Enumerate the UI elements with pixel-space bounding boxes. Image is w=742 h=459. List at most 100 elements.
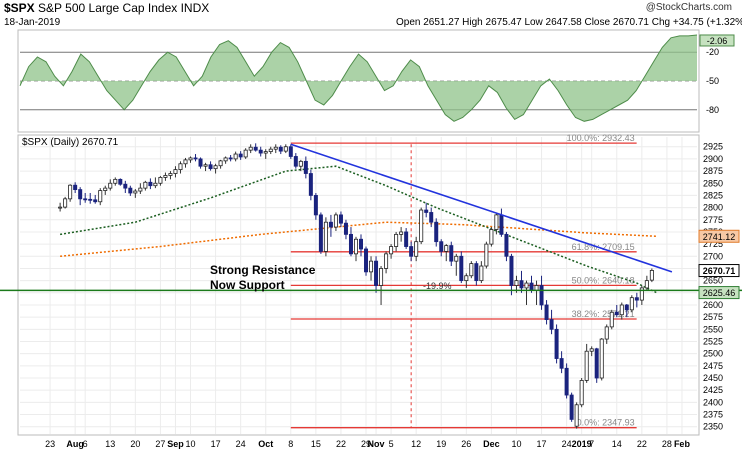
candle-body bbox=[318, 214, 323, 252]
candle-body bbox=[168, 173, 173, 176]
y-tick-label: 2725 bbox=[703, 239, 723, 249]
candle-body bbox=[589, 348, 594, 352]
candle-body bbox=[569, 394, 574, 420]
candle-body bbox=[609, 311, 614, 328]
x-tick-label: 12 bbox=[411, 439, 421, 449]
y-tick-label: 2925 bbox=[703, 142, 723, 152]
candle-body bbox=[173, 169, 178, 174]
candle-body bbox=[113, 178, 118, 184]
candle-body bbox=[384, 253, 389, 269]
fib-label: 100.0%: 2932.43 bbox=[567, 134, 635, 143]
x-tick-label: 26 bbox=[461, 439, 471, 449]
x-tick-label: 13 bbox=[105, 439, 115, 449]
y-tick-label: 2525 bbox=[703, 336, 723, 346]
ohlc-values: Open 2651.27 High 2675.47 Low 2647.58 Cl… bbox=[396, 17, 742, 28]
candle-body bbox=[444, 245, 449, 252]
candle-body bbox=[599, 338, 604, 379]
oscillator-panel: -20 -50 -80 -2.06 bbox=[17, 29, 735, 133]
x-tick-label: Aug bbox=[66, 439, 84, 449]
candle-body bbox=[268, 148, 273, 153]
fib-label: 61.8%: 2709.15 bbox=[572, 242, 635, 252]
candle-body bbox=[238, 153, 243, 158]
candle-body bbox=[489, 229, 494, 245]
candle-body bbox=[153, 182, 158, 187]
candle-body bbox=[414, 241, 419, 257]
candle-body bbox=[293, 156, 298, 167]
x-tick-label: 27 bbox=[155, 439, 165, 449]
candle-body bbox=[454, 255, 459, 262]
candle-body bbox=[594, 348, 599, 379]
candle-body bbox=[424, 209, 429, 213]
exchange: INDX bbox=[180, 1, 210, 15]
candle-body bbox=[273, 146, 278, 150]
candle-body bbox=[544, 304, 549, 320]
y-tick-label: 2400 bbox=[703, 397, 723, 407]
candle-body bbox=[83, 198, 88, 201]
symbol: $SPX bbox=[4, 1, 35, 15]
candle-body bbox=[243, 149, 248, 158]
candle-body bbox=[409, 246, 414, 257]
y-tick-label: 2900 bbox=[703, 154, 723, 164]
candle-body bbox=[228, 157, 233, 160]
decline-label: -19.9% bbox=[423, 281, 452, 291]
candle-body bbox=[404, 231, 409, 247]
osc-last-badge bbox=[699, 34, 735, 47]
candle-body bbox=[369, 260, 374, 273]
candle-body bbox=[604, 326, 609, 340]
price-badge-box bbox=[698, 286, 740, 300]
candle-body bbox=[313, 195, 318, 216]
x-tick-label: Feb bbox=[674, 439, 691, 449]
x-tick-label: Sep bbox=[167, 439, 184, 449]
y-tick-label: 2850 bbox=[703, 178, 723, 188]
candle-body bbox=[138, 187, 143, 192]
candle-body bbox=[338, 214, 343, 224]
osc-line bbox=[19, 34, 698, 122]
y-tick-label: 2500 bbox=[703, 349, 723, 359]
candle-body bbox=[148, 181, 153, 187]
osc-last-badge-text: -2.06 bbox=[707, 36, 728, 46]
y-tick-label: 2875 bbox=[703, 166, 723, 176]
candle-body bbox=[644, 280, 649, 289]
candle-body bbox=[73, 184, 78, 190]
candle-body bbox=[348, 233, 353, 255]
x-tick-label: Oct bbox=[258, 439, 273, 449]
y-tick-label: 2550 bbox=[703, 324, 723, 334]
x-tick-label: 15 bbox=[311, 439, 321, 449]
candle-body bbox=[88, 198, 93, 201]
candle-body bbox=[333, 214, 338, 228]
y-tick-label: 2600 bbox=[703, 300, 723, 310]
candle-body bbox=[353, 238, 358, 255]
candle-body bbox=[549, 319, 554, 330]
x-tick-label: 17 bbox=[211, 439, 221, 449]
candle-body bbox=[233, 153, 238, 160]
candle-body bbox=[624, 304, 629, 311]
price-badge: 2625.46 bbox=[698, 286, 740, 300]
candle-body bbox=[499, 214, 504, 235]
candle-body bbox=[379, 268, 384, 286]
candle-body bbox=[449, 245, 454, 262]
x-tick-label: 28 bbox=[662, 439, 672, 449]
candle-body bbox=[93, 199, 98, 203]
x-tick-label: 2019 bbox=[572, 439, 592, 449]
candle-body bbox=[394, 233, 399, 247]
candle-body bbox=[98, 190, 103, 203]
osc-area bbox=[20, 35, 697, 122]
candle-body bbox=[303, 160, 308, 174]
price-legend: $SPX (Daily) 2670.71 bbox=[22, 137, 119, 148]
candle-body bbox=[559, 358, 564, 369]
candle-body bbox=[323, 221, 328, 252]
candle-body bbox=[123, 183, 128, 189]
candle-body bbox=[283, 146, 288, 152]
price-badge-text: 2670.71 bbox=[703, 266, 736, 276]
source-watermark: @StockCharts.com bbox=[645, 2, 732, 13]
index-name: S&P 500 Large Cap Index bbox=[38, 1, 178, 15]
y-tick-label: 2775 bbox=[703, 215, 723, 225]
candle-body bbox=[474, 263, 479, 282]
x-tick-label: 14 bbox=[612, 439, 622, 449]
price-panel: 100.0%: 2932.43 61.8%: 2709.15 50.0%: 2640… bbox=[0, 134, 742, 449]
candle-body bbox=[479, 265, 484, 282]
candle-body bbox=[524, 282, 529, 289]
chart-date: 18-Jan-2019 bbox=[4, 17, 61, 28]
x-tick-label: 7 bbox=[589, 439, 594, 449]
